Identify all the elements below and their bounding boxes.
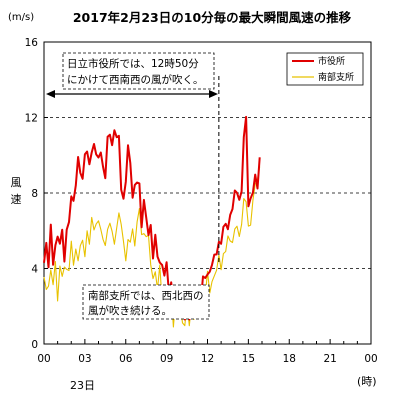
x-tick-label: 03 [78,353,91,365]
y-axis-label-char: 速 [11,193,22,206]
y-tick-label: 16 [25,37,39,49]
x-tick-label: 00 [364,353,377,365]
legend-box [286,52,364,86]
series-layer [43,115,261,328]
y-tick-label: 4 [31,264,38,276]
bottom-note-line-1: 南部支所では、西北西の [88,289,204,302]
x-tick-label: 12 [201,353,214,365]
arrow-head-left [46,90,55,98]
y-tick-label: 12 [25,113,38,125]
series-line-nanbu-shisho [43,166,261,328]
y-ticks-layer: 0 4 8 12 16 [25,37,48,351]
top-note-line-2: にかけて西南西の風が吹く。 [67,73,204,86]
x-tick-label: 21 [323,353,336,365]
bottom-note-line-2: 風が吹き続ける。 [88,304,172,317]
top-note-box [62,52,215,90]
arrow-head-right [209,90,218,98]
top-note-line-1: 日立市役所では、12時50分 [67,57,199,70]
x-tick-label: 09 [160,353,173,365]
y-tick-label: 8 [31,188,38,200]
y-axis-label: 風速 [11,176,22,206]
legend-label-shiyakusho: 市役所 [318,55,345,67]
x-tick-label: 15 [242,353,255,365]
x-tick-label: 18 [283,353,296,365]
y-axis-label-char: 風 [11,176,22,189]
date-label: 23日 [70,379,95,392]
x-tick-label: 06 [119,353,133,365]
bottom-note-box [82,284,210,320]
series-line-shiyakusho [43,115,261,321]
legend-label-nanbu-shisho: 南部支所 [318,71,354,83]
legend: 市役所 南部支所 [286,52,364,86]
chart-title: 2017年2月23日の10分毎の最大瞬間風速の推移 [73,10,352,25]
x-ticks-layer: 00 03 06 09 12 15 18 21 00 [37,339,378,365]
x-tick-label: 00 [37,353,50,365]
x-axis-unit: (時) [357,375,377,388]
y-tick-label: 0 [31,339,38,351]
y-axis-unit: (m/s) [8,12,34,23]
grid-layer [44,117,371,269]
